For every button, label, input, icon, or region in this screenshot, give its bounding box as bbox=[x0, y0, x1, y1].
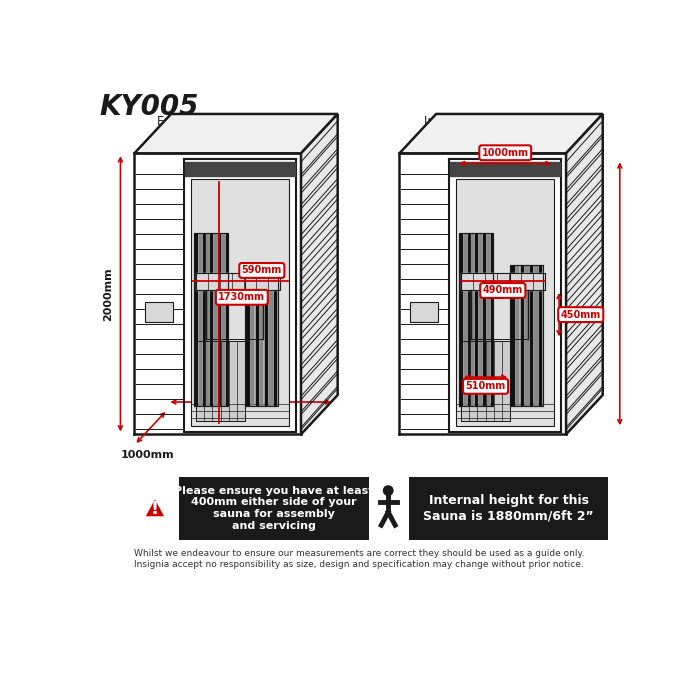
Text: 1000mm: 1000mm bbox=[482, 148, 528, 158]
Polygon shape bbox=[456, 178, 554, 426]
Text: 510mm: 510mm bbox=[466, 382, 505, 391]
Polygon shape bbox=[409, 477, 608, 540]
Text: 2000mm: 2000mm bbox=[103, 267, 113, 321]
Polygon shape bbox=[134, 114, 337, 153]
Text: Insignia accept no responsibility as size, design and specification may change w: Insignia accept no responsibility as siz… bbox=[134, 560, 584, 569]
Polygon shape bbox=[301, 114, 337, 434]
Polygon shape bbox=[144, 497, 166, 517]
Text: Please ensure you have at least
400mm either side of your
sauna for assembly
and: Please ensure you have at least 400mm ei… bbox=[174, 486, 374, 531]
Polygon shape bbox=[410, 302, 438, 322]
Polygon shape bbox=[566, 114, 603, 434]
Text: 1100mm: 1100mm bbox=[224, 413, 278, 423]
Text: Whilst we endeavour to ensure our measurements are correct they should be used a: Whilst we endeavour to ensure our measur… bbox=[134, 549, 584, 558]
Text: 450mm: 450mm bbox=[561, 309, 601, 320]
Text: Internal height for this
Sauna is 1880mm/6ft 2”: Internal height for this Sauna is 1880mm… bbox=[424, 494, 594, 522]
Text: External Dimensions: External Dimensions bbox=[157, 115, 279, 128]
Polygon shape bbox=[191, 178, 289, 426]
Text: Internal Dimensions: Internal Dimensions bbox=[424, 115, 542, 128]
Text: 490mm: 490mm bbox=[483, 286, 523, 295]
Text: 590mm: 590mm bbox=[241, 265, 282, 276]
Polygon shape bbox=[400, 114, 603, 153]
Text: 1730mm: 1730mm bbox=[218, 293, 265, 302]
Text: KY005: KY005 bbox=[99, 93, 199, 121]
Text: 1880mm: 1880mm bbox=[0, 699, 1, 700]
Polygon shape bbox=[146, 302, 173, 322]
Polygon shape bbox=[179, 477, 369, 540]
Circle shape bbox=[383, 485, 393, 496]
Text: !: ! bbox=[151, 500, 159, 518]
Text: 1000mm: 1000mm bbox=[120, 450, 174, 460]
